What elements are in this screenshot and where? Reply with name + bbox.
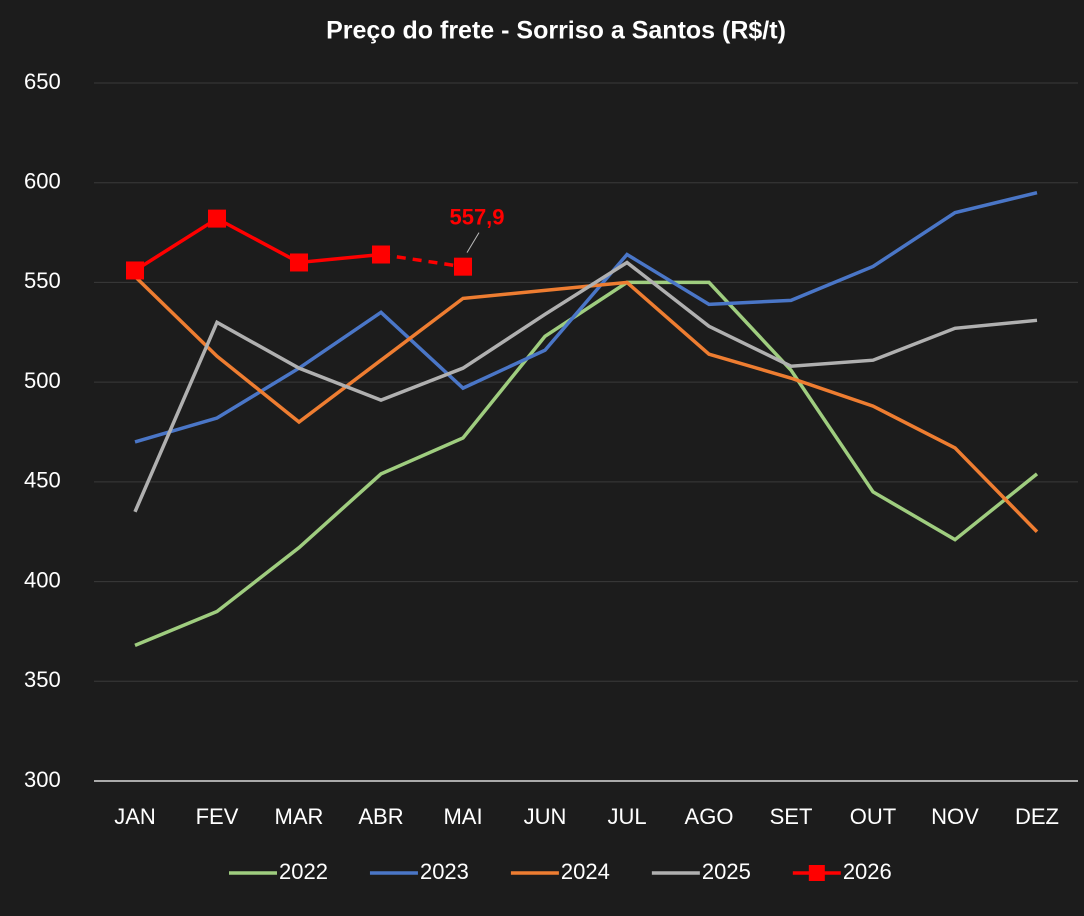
leader-line: [466, 232, 480, 253]
y-tick-label: 650: [24, 69, 61, 94]
series-line: [134, 190, 1038, 444]
series-line: [133, 260, 1038, 513]
marker: [208, 209, 226, 228]
series-line: [134, 280, 1039, 648]
marker: [372, 245, 390, 264]
legend-marker: [808, 865, 825, 881]
chart-title: Preço do frete - Sorriso a Santos (R$/t): [326, 17, 786, 45]
marker: [126, 261, 144, 280]
legend-label: 2025: [702, 859, 751, 884]
x-tick-label: JAN: [114, 804, 156, 829]
x-tick-label: NOV: [931, 804, 979, 829]
series-line: [134, 216, 382, 272]
y-tick-label: 350: [24, 667, 61, 692]
x-tick-label: MAR: [275, 804, 324, 829]
marker: [454, 257, 472, 276]
x-tick-label: JUN: [524, 804, 567, 829]
y-tick-label: 450: [24, 468, 61, 493]
x-tick-label: JUL: [607, 804, 646, 829]
y-tick-label: 500: [24, 368, 61, 393]
y-tick-label: 300: [24, 767, 61, 792]
marker: [290, 253, 308, 272]
legend-label: 2024: [561, 859, 610, 884]
x-tick-label: DEZ: [1015, 804, 1059, 829]
x-tick-label: FEV: [196, 804, 239, 829]
legend-label: 2026: [843, 859, 892, 884]
legend-label: 2023: [420, 859, 469, 884]
series-line-dashed: [380, 252, 464, 269]
y-tick-label: 600: [24, 169, 61, 194]
y-tick-label: 550: [24, 268, 61, 293]
x-tick-label: MAI: [443, 804, 482, 829]
legend-label: 2022: [279, 859, 328, 884]
x-tick-label: AGO: [685, 804, 734, 829]
data-label: 557,9: [449, 204, 504, 229]
x-tick-label: SET: [770, 804, 813, 829]
x-tick-label: OUT: [850, 804, 896, 829]
x-tick-label: ABR: [358, 804, 403, 829]
y-tick-label: 400: [24, 567, 61, 592]
